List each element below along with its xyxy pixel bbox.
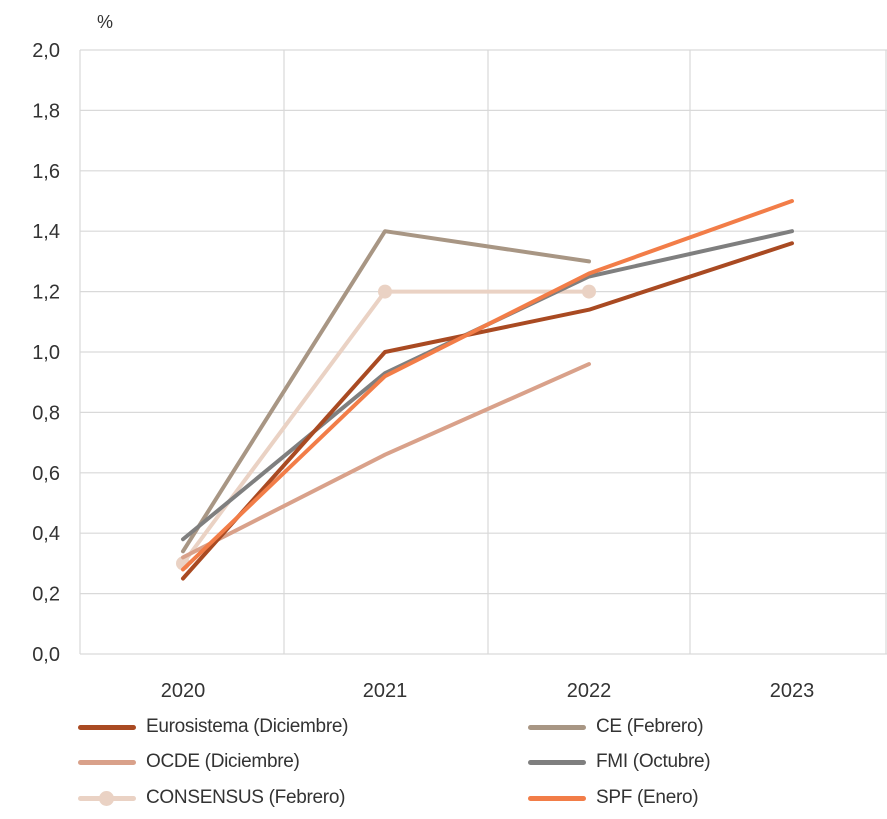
gridlines xyxy=(79,49,887,655)
y-tick-label: 1,0 xyxy=(32,342,60,364)
y-tick-label: 2,0 xyxy=(32,40,60,62)
line-chart: 0,00,20,40,60,81,01,21,41,61,82,0 2020 20… xyxy=(32,12,887,700)
legend-swatch xyxy=(78,759,136,765)
legend-label: CONSENSUS (Febrero) xyxy=(146,787,346,808)
y-tick-label: 1,2 xyxy=(32,282,60,304)
legend-item: Eurosistema (Diciembre) xyxy=(78,712,348,742)
legend-label: Eurosistema (Diciembre) xyxy=(146,716,349,737)
series-line-1 xyxy=(181,362,591,560)
x-tick-label: 2023 xyxy=(770,680,815,700)
legend-item: FMI (Octubre) xyxy=(528,747,711,777)
series-point xyxy=(582,284,596,299)
legend-item: SPF (Enero) xyxy=(528,783,699,813)
legend-marker-icon xyxy=(99,790,114,806)
y-axis-ticks: 0,0 0,2 0,4 0,6 0,8 1,0 1,2 1,4 1,6 1,8 2,0 xyxy=(32,40,60,666)
legend-swatch xyxy=(528,759,586,765)
legend: Eurosistema (Diciembre) CE (Febrero) OCDE … xyxy=(78,712,878,817)
legend-label: SPF (Enero) xyxy=(596,787,699,808)
legend-label: CE (Febrero) xyxy=(596,716,704,737)
x-tick-label: 2022 xyxy=(567,680,612,700)
y-axis-unit-label: % xyxy=(97,12,113,32)
x-tick-label: 2020 xyxy=(161,680,206,700)
series-line-2 xyxy=(181,229,591,554)
legend-swatch xyxy=(78,724,136,730)
y-tick-label: 0,8 xyxy=(32,402,60,424)
series-line-5 xyxy=(181,199,794,572)
y-tick-label: 1,4 xyxy=(32,221,60,243)
legend-swatch xyxy=(528,724,586,730)
x-tick-label: 2021 xyxy=(363,680,408,700)
legend-item: OCDE (Diciembre) xyxy=(78,747,300,777)
y-tick-label: 0,0 xyxy=(32,644,60,666)
legend-item: CONSENSUS (Febrero) xyxy=(78,783,345,813)
legend-swatch xyxy=(528,795,586,801)
series-lines xyxy=(176,199,794,581)
y-tick-label: 0,4 xyxy=(32,523,60,545)
y-tick-label: 0,2 xyxy=(32,584,60,606)
y-tick-label: 1,6 xyxy=(32,161,60,183)
legend-item: CE (Febrero) xyxy=(528,712,704,742)
series-point xyxy=(378,284,392,299)
y-tick-label: 1,8 xyxy=(32,100,60,122)
y-tick-label: 0,6 xyxy=(32,463,60,485)
x-axis-ticks: 2020 2021 2022 2023 xyxy=(161,680,815,700)
series-line-0 xyxy=(181,289,591,566)
legend-label: OCDE (Diciembre) xyxy=(146,751,300,772)
series-line-4 xyxy=(181,241,794,581)
legend-swatch xyxy=(78,790,136,806)
legend-label: FMI (Octubre) xyxy=(596,751,711,772)
